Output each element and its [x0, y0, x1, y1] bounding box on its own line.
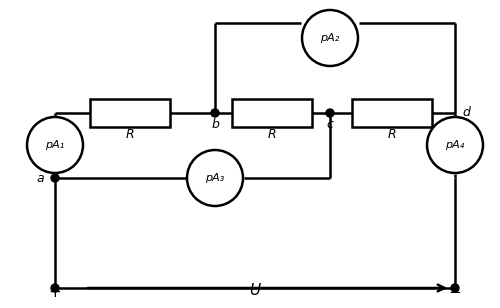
Text: R: R [268, 128, 276, 141]
Text: pA₁: pA₁ [46, 140, 64, 150]
Text: U: U [250, 283, 260, 298]
Text: pA₂: pA₂ [320, 33, 340, 43]
Circle shape [326, 109, 334, 117]
Circle shape [302, 10, 358, 66]
Circle shape [187, 150, 243, 206]
Circle shape [27, 117, 83, 173]
Circle shape [427, 117, 483, 173]
Circle shape [451, 284, 459, 292]
Text: −: − [448, 285, 462, 300]
Text: pA₃: pA₃ [206, 173, 225, 183]
Text: c: c [326, 119, 334, 132]
Text: a: a [36, 172, 44, 184]
Bar [90, 99, 170, 127]
Text: b: b [211, 119, 219, 132]
Text: pA₄: pA₄ [446, 140, 464, 150]
Circle shape [51, 284, 59, 292]
Text: d: d [462, 107, 470, 120]
Bar [352, 99, 432, 127]
Text: R: R [388, 128, 396, 141]
Circle shape [51, 174, 59, 182]
Text: +: + [48, 285, 62, 300]
Text: R: R [126, 128, 134, 141]
Bar [232, 99, 312, 127]
Circle shape [211, 109, 219, 117]
